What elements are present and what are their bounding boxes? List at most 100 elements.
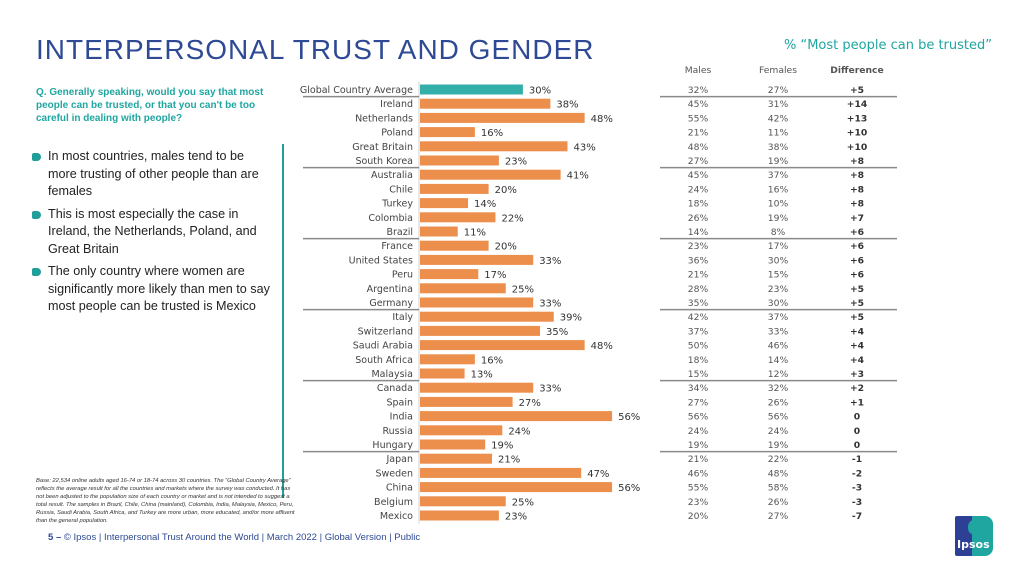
table-header-difference: Difference: [830, 65, 883, 76]
females-value: 37%: [768, 170, 789, 181]
footer-text: © Ipsos | Interpersonal Trust Around the…: [63, 532, 421, 543]
data-label: 48%: [591, 114, 613, 125]
males-value: 36%: [688, 255, 709, 266]
data-label: 17%: [484, 270, 506, 281]
bar-great-britain: [420, 141, 568, 152]
finding-bullet: This is most especially the case in Irel…: [32, 206, 272, 259]
data-label: 38%: [556, 100, 578, 111]
bar-spain: [420, 396, 513, 407]
data-label: 27%: [519, 398, 541, 409]
data-label: 33%: [539, 299, 561, 310]
females-value: 14%: [768, 355, 789, 366]
data-label: 22%: [501, 213, 523, 224]
females-value: 19%: [768, 440, 789, 451]
data-label: 24%: [508, 426, 530, 437]
category-label: China: [386, 483, 413, 494]
females-value: 10%: [768, 199, 789, 210]
chart-subtitle: % “Most people can be trusted”: [784, 38, 992, 53]
category-label: Switzerland: [358, 326, 413, 337]
category-label: South Korea: [355, 156, 413, 167]
finding-text: This is most especially the case in Irel…: [48, 206, 257, 256]
females-value: 8%: [771, 227, 786, 238]
data-label: 11%: [464, 228, 486, 239]
males-value: 23%: [688, 241, 709, 252]
males-value: 15%: [688, 369, 709, 380]
difference-value: 0: [854, 412, 860, 423]
page-title: INTERPERSONAL TRUST AND GENDER: [36, 34, 595, 65]
difference-value: +10: [847, 128, 867, 139]
category-label: Turkey: [381, 199, 413, 210]
data-label: 19%: [491, 441, 513, 452]
males-value: 24%: [688, 184, 709, 195]
females-value: 30%: [768, 255, 789, 266]
bar-ireland: [420, 98, 551, 109]
males-value: 45%: [688, 170, 709, 181]
data-label: 39%: [560, 313, 582, 324]
data-label: 30%: [529, 86, 551, 97]
data-label: 35%: [546, 327, 568, 338]
difference-value: +6: [850, 270, 864, 281]
category-label: Ireland: [380, 99, 413, 110]
finding-text: In most countries, males tend to be more…: [48, 149, 259, 198]
difference-value: +5: [850, 312, 864, 323]
males-value: 28%: [688, 284, 709, 295]
males-value: 50%: [688, 341, 709, 352]
category-label: Argentina: [367, 284, 413, 295]
males-value: 46%: [688, 468, 709, 479]
category-label: Japan: [386, 454, 414, 465]
category-label: Brazil: [386, 227, 413, 238]
finding-bullet: The only country where women are signifi…: [32, 263, 272, 316]
difference-value: +8: [850, 199, 864, 210]
bar-india: [420, 411, 613, 422]
males-value: 18%: [688, 355, 709, 366]
divider-line: [282, 144, 284, 498]
bar-malaysia: [420, 368, 465, 379]
difference-value: +5: [850, 298, 864, 309]
females-value: 37%: [768, 312, 789, 323]
data-label: 16%: [481, 355, 503, 366]
bar-argentina: [420, 283, 506, 294]
males-value: 32%: [688, 85, 709, 96]
females-value: 42%: [768, 113, 789, 124]
category-label: Mexico: [380, 511, 413, 522]
logo-head-icon: [968, 520, 980, 534]
difference-value: +13: [847, 113, 867, 124]
bar-mexico: [420, 510, 499, 521]
category-label: South Africa: [355, 355, 413, 366]
females-value: 31%: [768, 99, 789, 110]
females-value: 27%: [768, 85, 789, 96]
data-label: 41%: [567, 171, 589, 182]
difference-value: -3: [852, 497, 862, 508]
difference-value: +10: [847, 142, 867, 153]
females-value: 38%: [768, 142, 789, 153]
bar-switzerland: [420, 325, 541, 336]
difference-value: -7: [852, 511, 862, 522]
category-label: United States: [349, 255, 413, 266]
females-value: 23%: [768, 284, 789, 295]
page-number: 5: [48, 532, 54, 543]
males-value: 20%: [688, 511, 709, 522]
logo-text: Ipsos: [957, 538, 990, 551]
females-value: 15%: [768, 270, 789, 281]
data-label: 25%: [512, 497, 534, 508]
difference-value: +4: [850, 341, 864, 352]
males-value: 21%: [688, 128, 709, 139]
males-value: 37%: [688, 326, 709, 337]
base-note: Base: 22,534 online adults aged 16-74 or…: [36, 478, 295, 524]
bullet-marker-icon: [32, 153, 41, 161]
data-label: 43%: [573, 142, 595, 153]
males-value: 23%: [688, 497, 709, 508]
bar-sweden: [420, 467, 582, 478]
difference-value: -1: [852, 454, 862, 465]
females-value: 26%: [768, 397, 789, 408]
data-label: 20%: [495, 242, 517, 253]
difference-value: -2: [852, 468, 862, 479]
females-value: 22%: [768, 454, 789, 465]
data-label: 33%: [539, 384, 561, 395]
males-value: 27%: [688, 156, 709, 167]
males-value: 18%: [688, 199, 709, 210]
males-value: 34%: [688, 383, 709, 394]
difference-value: +5: [850, 85, 864, 96]
difference-value: +8: [850, 170, 864, 181]
category-label: France: [381, 241, 413, 252]
